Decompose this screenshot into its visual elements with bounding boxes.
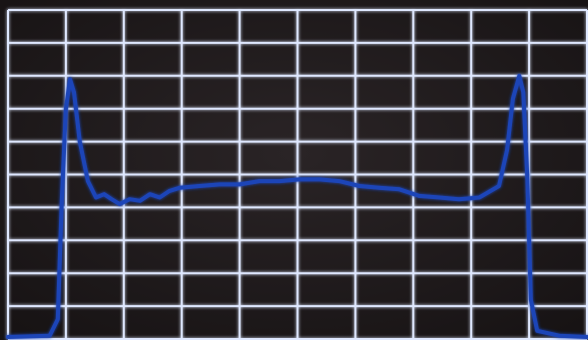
grid — [7, 9, 588, 340]
plot — [6, 73, 588, 339]
waveform — [6, 73, 588, 339]
